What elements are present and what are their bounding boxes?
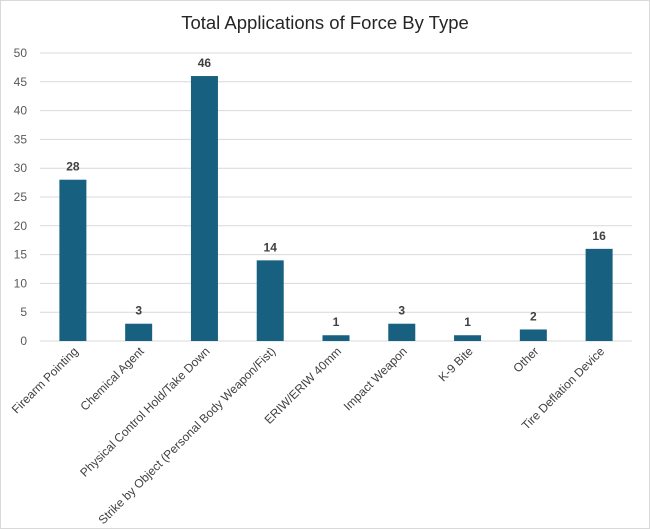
bar	[585, 248, 613, 341]
data-label: 16	[592, 229, 606, 243]
bar	[322, 335, 350, 341]
x-tick-label: K-9 Bite	[436, 344, 476, 384]
bar	[59, 179, 87, 341]
y-tick-label: 25	[14, 190, 28, 204]
data-label: 1	[464, 315, 471, 329]
y-tick-label: 5	[20, 305, 27, 319]
y-tick-label: 50	[14, 46, 28, 60]
y-tick-label: 45	[14, 75, 28, 89]
x-tick-label: Other	[510, 344, 541, 375]
bar	[256, 260, 284, 341]
data-label: 28	[66, 160, 80, 174]
y-tick-label: 0	[20, 334, 27, 348]
bar	[519, 329, 547, 341]
y-tick-label: 15	[14, 248, 28, 262]
bar	[125, 323, 153, 341]
data-labels: 28 3 46 14 1 3 1 2 16	[66, 56, 606, 329]
x-tick-label: Physical Control Hold/Take Down	[77, 344, 212, 479]
x-tick-label: Firearm Pointing	[9, 344, 81, 416]
y-tick-label: 30	[14, 161, 28, 175]
bar	[388, 323, 416, 341]
y-tick-label: 35	[14, 132, 28, 146]
bar	[190, 76, 218, 341]
y-tick-label: 20	[14, 219, 28, 233]
y-tick-label: 40	[14, 104, 28, 118]
y-tick-label: 10	[14, 276, 28, 290]
bars	[59, 76, 613, 341]
data-label: 46	[198, 56, 212, 70]
chart-title: Total Applications of Force By Type	[181, 12, 469, 33]
y-axis-tick-labels: 0 5 10 15 20 25 30 35 40 45 50	[14, 46, 28, 348]
gridlines	[40, 52, 632, 342]
x-tick-label: Chemical Agent	[77, 344, 147, 414]
data-label: 3	[398, 304, 405, 318]
data-label: 14	[264, 240, 278, 254]
x-tick-label: Impact Weapon	[341, 344, 410, 413]
data-label: 2	[530, 309, 537, 323]
bar	[454, 335, 482, 341]
data-label: 1	[333, 315, 340, 329]
data-label: 3	[135, 304, 142, 318]
